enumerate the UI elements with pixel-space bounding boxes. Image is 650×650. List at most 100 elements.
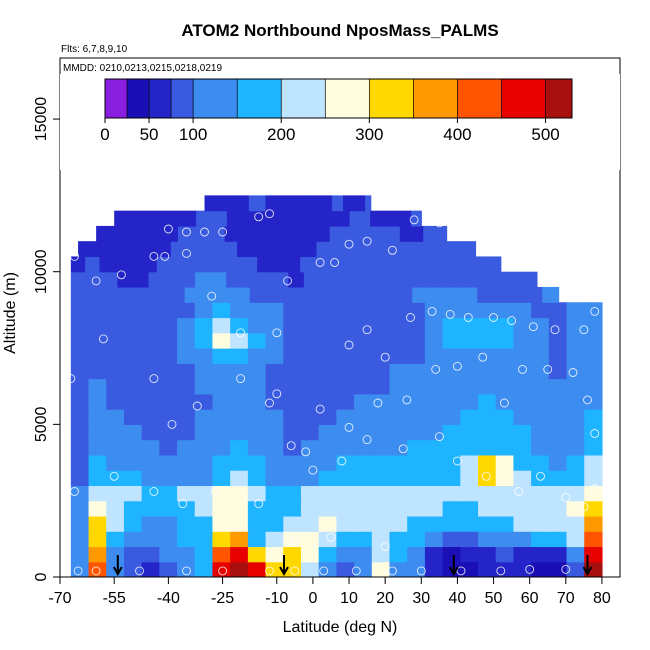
heatmap-cell [267, 210, 279, 227]
colorbar-segment [193, 79, 238, 118]
heatmap-cell [370, 210, 381, 227]
heatmap-cell [478, 409, 497, 425]
heatmap-cell [221, 195, 228, 212]
heatmap-cell [513, 332, 532, 349]
sample-point [301, 447, 311, 457]
heatmap-cell [177, 332, 196, 349]
colorbar-segment [457, 79, 502, 118]
heatmap-cell [548, 485, 568, 502]
heatmap-cell [566, 317, 585, 334]
heatmap-cell [123, 546, 143, 563]
heatmap-cell [422, 241, 437, 258]
heatmap-cell [434, 225, 448, 242]
sample-point [109, 471, 119, 481]
heatmap-cell [478, 531, 497, 548]
sample-point [344, 340, 354, 350]
heatmap-cell [185, 256, 201, 273]
heatmap-cell [336, 561, 355, 577]
heatmap-cell [341, 225, 354, 242]
heatmap-cell [354, 409, 373, 425]
heatmap-cell [493, 286, 511, 303]
heatmap-cell [177, 378, 196, 395]
heatmap-cell [339, 210, 351, 227]
heatmap-cell [131, 241, 145, 258]
heatmap-cell [212, 378, 231, 395]
heatmap-cell [194, 378, 214, 395]
heatmap-cell [283, 531, 302, 548]
heatmap-cell [513, 317, 532, 334]
heatmap-cell [237, 241, 251, 258]
heatmap-cell [389, 546, 408, 563]
heatmap-cell [303, 271, 321, 288]
heatmap-cell [444, 286, 462, 303]
heatmap-cell [70, 424, 90, 441]
colorbar-segment [545, 79, 572, 118]
heatmap-cell [175, 210, 187, 227]
heatmap-cell [103, 286, 121, 303]
heatmap-cell [70, 332, 90, 349]
heatmap-cell [300, 332, 320, 349]
plot-frame [59, 57, 621, 578]
heatmap-cell [194, 348, 214, 364]
heatmap-cell [194, 363, 214, 380]
heatmap-cell [584, 515, 603, 532]
colorbar-tick-label: 0 [100, 125, 109, 144]
profile-arrow-head [448, 566, 459, 577]
heatmap-cell [389, 332, 408, 349]
heatmap-cell [70, 561, 90, 577]
heatmap-cell [194, 317, 214, 334]
heatmap-cell [443, 271, 460, 288]
heatmap-cell [212, 500, 231, 517]
heatmap-cell [548, 561, 568, 577]
heatmap-cell [283, 363, 302, 380]
sample-point [380, 352, 390, 362]
heatmap-cell [380, 210, 392, 227]
heatmap-cell [424, 302, 444, 319]
heatmap-cell [472, 256, 488, 273]
sample-point [590, 306, 600, 316]
heatmap-cell [159, 348, 178, 364]
sample-point [344, 239, 354, 249]
heatmap-cell [414, 256, 430, 273]
heatmap-cell [513, 500, 532, 517]
heatmap-cell [70, 393, 90, 410]
sample-point [568, 368, 578, 377]
heatmap-cell [85, 256, 101, 273]
heatmap-cell [584, 531, 603, 548]
heatmap-cell [477, 286, 495, 303]
heatmap-cell [336, 485, 355, 502]
heatmap-cell [141, 332, 160, 349]
heatmap-cell [495, 546, 515, 563]
heatmap-cell [300, 439, 320, 456]
heatmap-cell [442, 454, 461, 471]
flights-note: Flts: 6,7,8,9,10 [61, 44, 128, 55]
heatmap-cell [104, 241, 119, 258]
heatmap-cell [308, 210, 320, 227]
heatmap-cell [123, 500, 143, 517]
heatmap-cell [226, 210, 238, 227]
heatmap-cell [495, 332, 515, 349]
heatmap-cell [88, 454, 107, 471]
sample-point [73, 566, 83, 576]
heatmap-cell [424, 485, 444, 502]
heatmap-cell [566, 515, 585, 532]
heatmap-cell [212, 470, 231, 487]
heatmap-cell [347, 286, 365, 303]
heatmap-cell [128, 256, 144, 273]
heatmap-cell [371, 363, 391, 380]
heatmap-cell [495, 363, 515, 380]
sample-point [402, 395, 412, 405]
heatmap-cell [210, 271, 227, 288]
sample-point [290, 535, 300, 545]
y-tick-label: 15000 [33, 97, 50, 142]
heatmap-cell [283, 378, 302, 395]
heatmap-cell [495, 409, 515, 425]
heatmap-cell [189, 225, 202, 242]
heatmap-cell [263, 241, 278, 258]
heatmap-cell [300, 256, 316, 273]
heatmap-cell [478, 454, 497, 471]
heatmap-cell [330, 286, 348, 303]
heatmap-cell [270, 195, 278, 212]
heatmap-cell [460, 363, 479, 380]
heatmap-cell [212, 302, 231, 319]
